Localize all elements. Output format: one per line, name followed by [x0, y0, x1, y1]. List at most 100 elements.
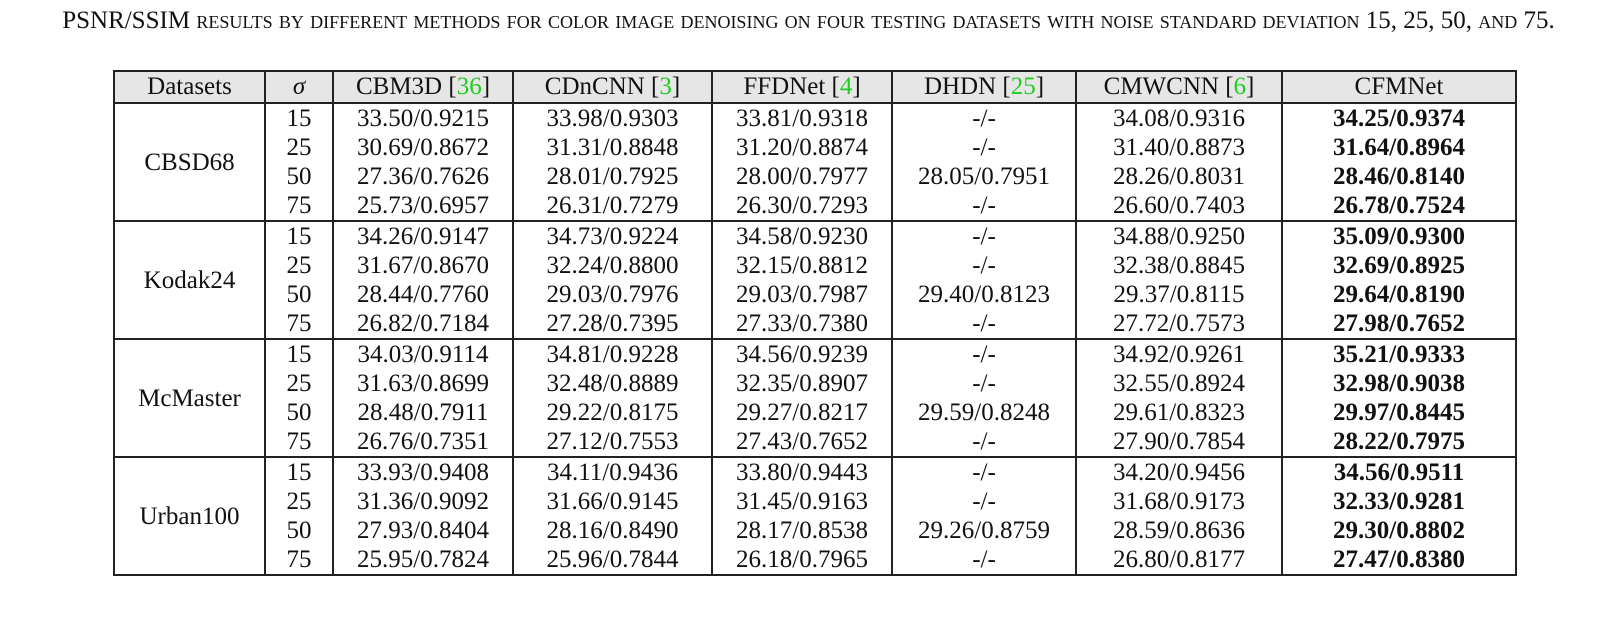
result-cell: 27.12/0.7553: [512, 427, 713, 458]
result-cell: 34.58/0.9230: [711, 220, 893, 251]
results-table: Datasets σ CBM3D [36] CDnCNN [3] FFDNet …: [113, 70, 1517, 576]
result-cell: 26.82/0.7184: [332, 309, 514, 340]
result-cell: 26.31/0.7279: [512, 191, 713, 222]
table-body: CBSD68 15 33.50/0.9215 33.98/0.9303 33.81/0.…: [113, 102, 1517, 576]
dataset-name-cell: McMaster: [113, 338, 266, 458]
result-cell: -/-: [891, 369, 1077, 398]
result-cell: 29.26/0.8759: [891, 516, 1077, 545]
best-result-cell: 29.97/0.8445: [1281, 398, 1517, 427]
header-sigma: σ: [264, 70, 334, 104]
best-result-cell: 26.78/0.7524: [1281, 191, 1517, 222]
result-cell: -/-: [891, 487, 1077, 516]
sigma-cell: 75: [264, 191, 334, 222]
result-cell: 28.26/0.8031: [1075, 162, 1283, 191]
best-result-cell: 35.21/0.9333: [1281, 338, 1517, 369]
result-cell: 29.03/0.7976: [512, 280, 713, 309]
header-row: Datasets σ CBM3D [36] CDnCNN [3] FFDNet …: [113, 70, 1517, 104]
result-cell: 27.43/0.7652: [711, 427, 893, 458]
result-cell: 32.24/0.8800: [512, 251, 713, 280]
table-row: 50 28.48/0.7911 29.22/0.8175 29.27/0.8217 29…: [114, 398, 1517, 427]
best-result-cell: 35.09/0.9300: [1281, 220, 1517, 251]
table-row: 75 26.76/0.7351 27.12/0.7553 27.43/0.7652 -/…: [114, 427, 1517, 458]
sigma-cell: 75: [264, 545, 334, 576]
result-cell: 29.61/0.8323: [1075, 398, 1283, 427]
result-cell: 25.73/0.6957: [332, 191, 514, 222]
citation-link[interactable]: 36: [456, 73, 482, 100]
result-cell: 34.56/0.9239: [711, 338, 893, 369]
header-dhdn: DHDN [25]: [891, 70, 1077, 104]
best-result-cell: 28.22/0.7975: [1281, 427, 1517, 458]
result-cell: 25.95/0.7824: [332, 545, 514, 576]
best-result-cell: 28.46/0.8140: [1281, 162, 1517, 191]
best-result-cell: 27.98/0.7652: [1281, 309, 1517, 340]
result-cell: 31.66/0.9145: [512, 487, 713, 516]
result-cell: 34.20/0.9456: [1075, 456, 1283, 487]
best-result-cell: 29.64/0.8190: [1281, 280, 1517, 309]
table-caption: PSNR/SSIM results by different methods f…: [0, 6, 1617, 36]
result-cell: 27.28/0.7395: [512, 309, 713, 340]
result-cell: -/-: [891, 309, 1077, 340]
citation-link[interactable]: 6: [1233, 73, 1247, 100]
table-row: 75 26.82/0.7184 27.28/0.7395 27.33/0.7380 -/…: [114, 309, 1517, 340]
sigma-cell: 25: [264, 133, 334, 162]
sigma-cell: 75: [264, 427, 334, 458]
result-cell: 31.31/0.8848: [512, 133, 713, 162]
result-cell: 28.48/0.7911: [332, 398, 514, 427]
header-cdncnn: CDnCNN [3]: [512, 70, 713, 104]
result-cell: -/-: [891, 102, 1077, 133]
best-result-cell: 29.30/0.8802: [1281, 516, 1517, 545]
result-cell: 32.48/0.8889: [512, 369, 713, 398]
result-cell: 25.96/0.7844: [512, 545, 713, 576]
table-row: 25 31.36/0.9092 31.66/0.9145 31.45/0.9163 -/…: [114, 487, 1517, 516]
best-result-cell: 34.25/0.9374: [1281, 102, 1517, 133]
sigma-cell: 15: [264, 102, 334, 133]
result-cell: -/-: [891, 338, 1077, 369]
result-cell: 28.59/0.8636: [1075, 516, 1283, 545]
sigma-cell: 15: [264, 220, 334, 251]
result-cell: 34.08/0.9316: [1075, 102, 1283, 133]
header-cbm3d: CBM3D [36]: [332, 70, 514, 104]
result-cell: 34.26/0.9147: [332, 220, 514, 251]
caption-and: and: [1478, 7, 1518, 34]
sigma-cell: 75: [264, 309, 334, 340]
header-cfmnet: CFMNet: [1281, 70, 1517, 104]
result-cell: 27.36/0.7626: [332, 162, 514, 191]
table-row: 50 28.44/0.7760 29.03/0.7976 29.03/0.7987 29…: [114, 280, 1517, 309]
result-cell: 33.80/0.9443: [711, 456, 893, 487]
caption-last: 75.: [1523, 7, 1555, 34]
table-row: CBSD68 15 33.50/0.9215 33.98/0.9303 33.81/0.…: [113, 102, 1517, 222]
result-cell: 33.81/0.9318: [711, 102, 893, 133]
caption-lead: PSNR/SSIM: [62, 7, 191, 34]
citation-link[interactable]: 3: [659, 73, 672, 100]
citation-link[interactable]: 4: [839, 73, 853, 100]
result-cell: -/-: [891, 191, 1077, 222]
result-cell: -/-: [891, 545, 1077, 576]
result-cell: 28.17/0.8538: [711, 516, 893, 545]
table-row: 75 25.73/0.6957 26.31/0.7279 26.30/0.7293 -/…: [114, 191, 1517, 222]
best-result-cell: 32.33/0.9281: [1281, 487, 1517, 516]
result-cell: 29.03/0.7987: [711, 280, 893, 309]
result-cell: 26.60/0.7403: [1075, 191, 1283, 222]
best-result-cell: 31.64/0.8964: [1281, 133, 1517, 162]
result-cell: 27.93/0.8404: [332, 516, 514, 545]
result-cell: 27.90/0.7854: [1075, 427, 1283, 458]
table-row: Kodak24 15 34.26/0.9147 34.73/0.9224 34.58/0…: [113, 220, 1517, 340]
table-row: McMaster 15 34.03/0.9114 34.81/0.9228 34.56/…: [113, 338, 1517, 458]
result-cell: 28.00/0.7977: [711, 162, 893, 191]
header-ffdnet: FFDNet [4]: [711, 70, 893, 104]
result-cell: 34.03/0.9114: [332, 338, 514, 369]
table-row: 25 31.67/0.8670 32.24/0.8800 32.15/0.8812 -/…: [114, 251, 1517, 280]
result-cell: 32.15/0.8812: [711, 251, 893, 280]
result-cell: 31.63/0.8699: [332, 369, 514, 398]
result-cell: 34.11/0.9436: [512, 456, 713, 487]
result-cell: 27.72/0.7573: [1075, 309, 1283, 340]
result-cell: 34.73/0.9224: [512, 220, 713, 251]
sigma-cell: 15: [264, 338, 334, 369]
result-cell: 29.59/0.8248: [891, 398, 1077, 427]
sigma-cell: 50: [264, 398, 334, 427]
citation-link[interactable]: 25: [1010, 73, 1036, 100]
result-cell: 33.93/0.9408: [332, 456, 514, 487]
best-result-cell: 34.56/0.9511: [1281, 456, 1517, 487]
result-cell: 26.30/0.7293: [711, 191, 893, 222]
dataset-name-cell: Urban100: [113, 456, 266, 576]
